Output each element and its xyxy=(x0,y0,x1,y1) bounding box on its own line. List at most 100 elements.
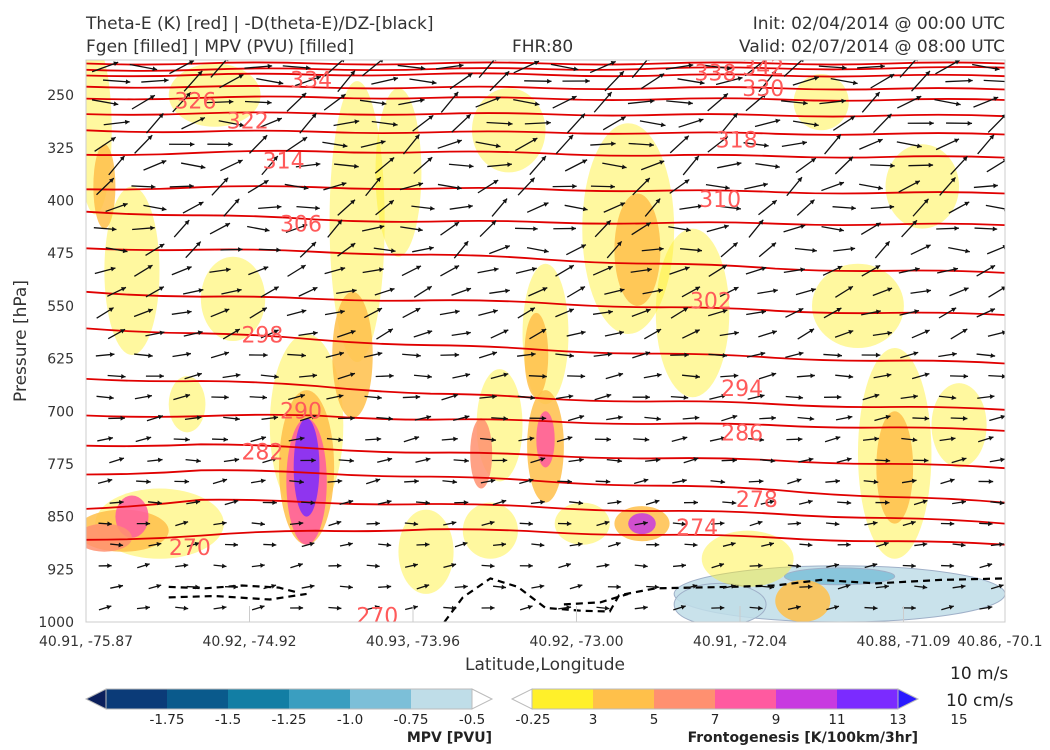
fgen-region xyxy=(471,88,546,173)
wind-vector xyxy=(186,584,200,590)
wind-vector xyxy=(334,163,359,169)
wind-vector xyxy=(672,478,687,484)
x-tick-label: 40.92, -74.92 xyxy=(202,634,296,650)
wind-vector xyxy=(299,373,318,379)
wind-vector xyxy=(604,330,625,337)
wind-vector xyxy=(98,605,112,611)
wind-vector xyxy=(759,415,776,421)
wind-vector xyxy=(286,309,307,317)
wind-vector xyxy=(452,372,471,379)
fgen-region xyxy=(168,63,261,127)
wind-vector xyxy=(948,201,970,214)
wind-vector xyxy=(604,70,625,92)
wind-vector xyxy=(480,478,496,484)
wind-vector xyxy=(288,393,306,401)
wind-vector xyxy=(899,309,920,316)
wind-vector xyxy=(746,309,767,316)
wind-vector xyxy=(744,182,768,190)
wind-vector xyxy=(870,204,895,210)
wind-vector xyxy=(402,307,421,319)
wind-vector xyxy=(799,584,813,590)
wind-vector xyxy=(665,63,694,70)
wind-vector xyxy=(555,394,574,400)
wind-vector xyxy=(978,479,994,484)
wind-vector xyxy=(592,309,613,315)
wind-vector xyxy=(832,205,856,211)
fgen-colorbar-title: Frontogenesis [K/100km/3hr] xyxy=(688,730,918,746)
wind-vector xyxy=(952,584,966,589)
wind-vector xyxy=(758,372,777,380)
wind-vector xyxy=(251,563,265,568)
wind-vector xyxy=(404,562,418,568)
wind-vector xyxy=(745,93,767,112)
wind-vector xyxy=(183,330,203,337)
wind-vector xyxy=(218,120,245,128)
wind-vector xyxy=(453,240,469,259)
wind-vector xyxy=(529,155,547,176)
wind-vector xyxy=(901,478,917,484)
wind-vector xyxy=(517,307,536,319)
wind-vector xyxy=(566,285,586,298)
wind-vector xyxy=(783,60,804,77)
wind-vector xyxy=(719,330,739,337)
fgen-region xyxy=(614,193,661,306)
wind-vector xyxy=(211,177,229,196)
wind-vector xyxy=(761,541,775,547)
wind-vector xyxy=(977,394,995,400)
wind-vector xyxy=(475,141,501,149)
forecast-hour: FHR:80 xyxy=(512,37,574,57)
wind-vector xyxy=(590,141,616,147)
wind-vector xyxy=(709,393,727,400)
wind-vector xyxy=(607,584,621,590)
wind-vector xyxy=(258,247,281,253)
wind-vector xyxy=(874,240,891,259)
wind-vector xyxy=(286,92,307,112)
wind-vector xyxy=(371,76,399,85)
wind-vector xyxy=(169,60,195,75)
wind-vector xyxy=(519,478,534,485)
stability-contour xyxy=(168,592,307,601)
wind-vector xyxy=(94,136,117,152)
wind-vector xyxy=(213,605,227,611)
wind-vector xyxy=(222,373,241,379)
contour-label: 318 xyxy=(716,128,758,153)
wind-vector xyxy=(708,264,728,277)
mpv-colorbar: -1.75 -1.5 -1.25 -1.0 -0.75 -0.5 -0.25 MPV [PVU… xyxy=(84,688,550,746)
wind-vector xyxy=(558,605,572,611)
wind-vector xyxy=(720,373,739,379)
wind-vector xyxy=(941,605,954,611)
wind-vector xyxy=(911,329,930,339)
theta-e-contour-270 xyxy=(86,528,1005,546)
wind-vector xyxy=(515,137,538,152)
x-axis-title: Latitude,Longitude xyxy=(465,655,625,675)
contour-label: 310 xyxy=(699,188,741,213)
wind-vector xyxy=(324,60,345,77)
wind-vector xyxy=(298,330,318,337)
wind-vector xyxy=(950,416,968,421)
wind-vector xyxy=(524,78,552,84)
wind-vector xyxy=(799,542,813,548)
wind-vector xyxy=(284,183,309,191)
wind-vector xyxy=(640,160,665,171)
wind-vector xyxy=(977,134,995,155)
stability-contour xyxy=(443,577,1005,622)
fgen-region xyxy=(931,383,987,468)
wind-vector xyxy=(555,353,574,358)
wind-vector xyxy=(912,198,929,217)
wind-vector xyxy=(826,605,840,611)
wind-vector xyxy=(715,76,743,86)
theta-e-contour-342 xyxy=(86,61,1005,66)
wind-vector xyxy=(939,436,956,442)
wind-vector xyxy=(837,500,852,506)
wind-vector xyxy=(477,179,499,194)
wind-vector xyxy=(835,415,853,421)
wind-vector xyxy=(260,286,280,298)
wind-vector xyxy=(758,330,778,338)
mpv-colorbar-tick: -0.75 xyxy=(394,712,429,728)
wind-vector xyxy=(672,521,687,527)
wind-vector xyxy=(646,584,660,590)
fgen-colorbar-extend-low xyxy=(510,688,533,710)
wind-vector xyxy=(443,605,457,611)
wind-vector xyxy=(364,307,383,319)
wind-vector xyxy=(416,542,430,548)
